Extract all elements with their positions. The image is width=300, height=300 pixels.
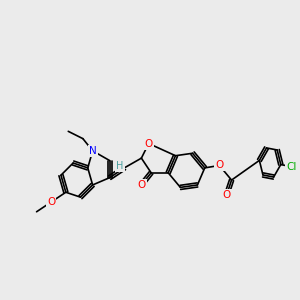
Text: O: O bbox=[47, 197, 55, 207]
Text: O: O bbox=[215, 160, 224, 170]
Text: O: O bbox=[223, 190, 231, 200]
Text: O: O bbox=[145, 139, 153, 148]
Text: H: H bbox=[116, 161, 124, 171]
Text: N: N bbox=[89, 146, 97, 156]
Text: Cl: Cl bbox=[286, 162, 297, 172]
Text: O: O bbox=[137, 180, 146, 190]
